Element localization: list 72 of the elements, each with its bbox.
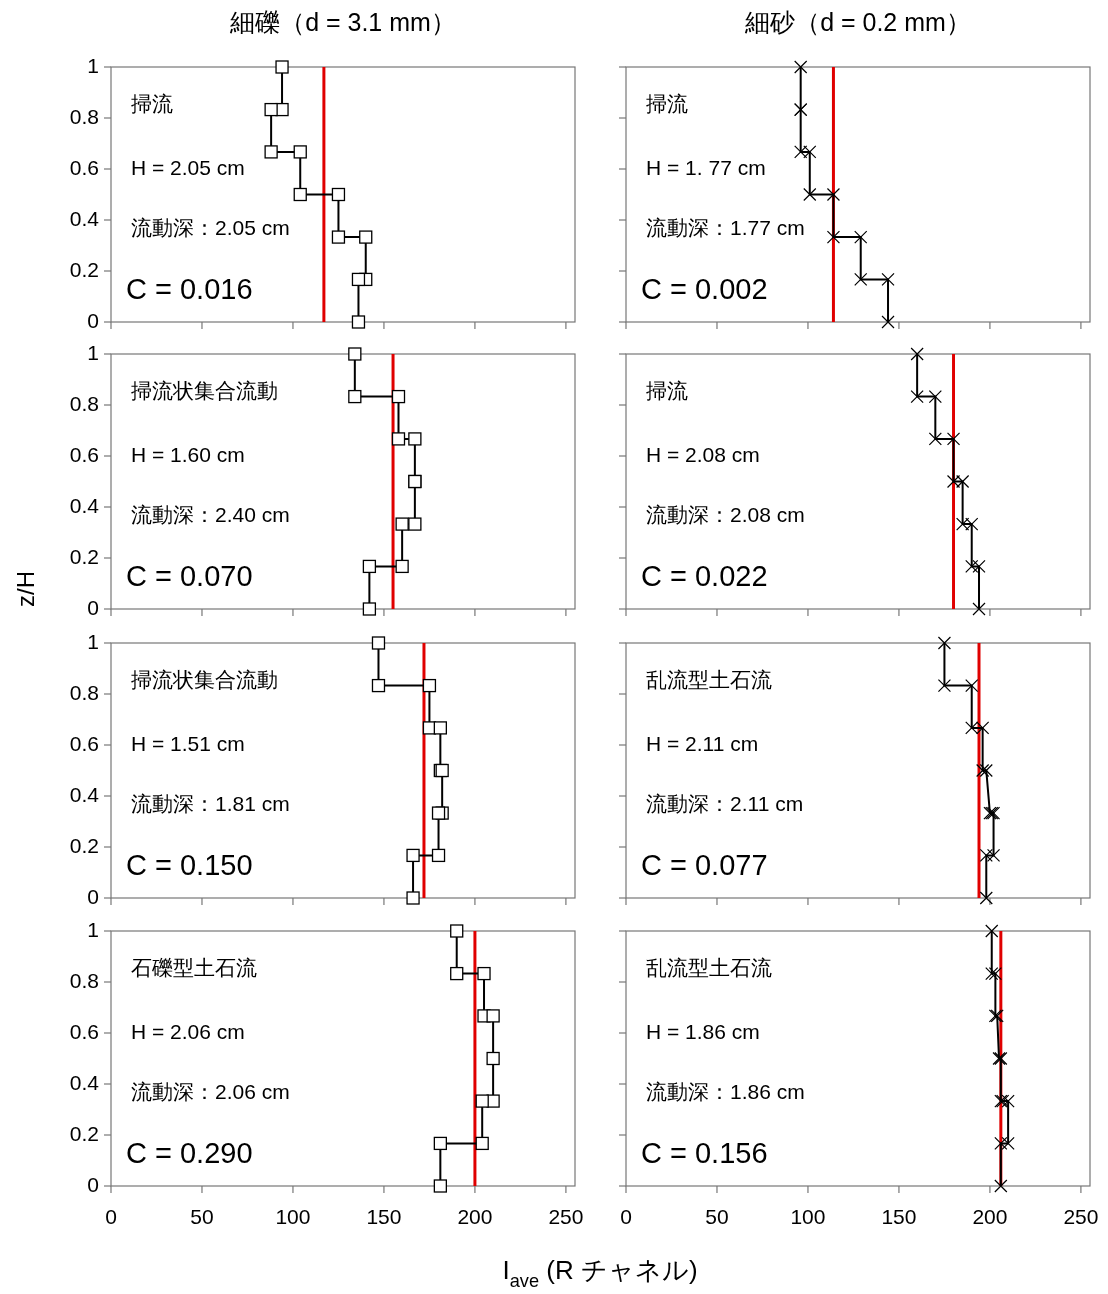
annotation: 乱流型土石流: [646, 667, 772, 691]
annotation: H = 2.06 cm: [131, 1019, 245, 1043]
annotation: 流動深：2.40 cm: [131, 502, 290, 526]
annotation: 掃流: [646, 91, 688, 115]
y-tick-label: 0.6: [69, 442, 99, 466]
y-tick-label: 1: [87, 340, 99, 364]
annotation: H = 1.51 cm: [131, 731, 245, 755]
y-tick-label: 0.4: [69, 782, 100, 806]
y-tick-label: 0.4: [69, 1070, 100, 1094]
x-tick-label: 100: [275, 1204, 311, 1228]
y-tick-label: 0.2: [69, 544, 99, 568]
y-tick-label: 0.4: [69, 206, 100, 230]
annotation: H = 1.60 cm: [131, 442, 245, 466]
y-tick-label: 0.6: [69, 731, 99, 755]
y-tick-label: 0.8: [69, 680, 99, 704]
x-axis-title: I$_{ave}$ (R チャネル): [502, 1254, 698, 1291]
annotation: 流動深：1.77 cm: [646, 215, 805, 239]
y-tick-label: 0.6: [69, 155, 99, 179]
annotation: 流動深：1.81 cm: [131, 791, 290, 815]
annotation: C = 0.077: [641, 849, 768, 882]
annotation: 流動深：2.06 cm: [131, 1079, 290, 1103]
annotation: 流動深：2.05 cm: [131, 215, 290, 239]
annotation: C = 0.150: [126, 849, 253, 882]
y-tick-label: 0.4: [69, 493, 100, 517]
annotation: H = 1.86 cm: [646, 1019, 760, 1043]
x-tick-label: 200: [457, 1204, 493, 1228]
chart-title: 細礫（d = 3.1 mm）: [229, 7, 456, 36]
y-tick-label: 0.6: [69, 1019, 99, 1043]
y-axis-title: z/H: [12, 571, 40, 607]
annotation: C = 0.070: [126, 560, 253, 593]
annotation: C = 0.016: [126, 273, 253, 306]
y-tick-label: 0: [87, 884, 99, 908]
x-tick-label: 100: [790, 1204, 826, 1228]
x-tick-label: 250: [1063, 1204, 1099, 1228]
y-tick-label: 0: [87, 308, 99, 332]
annotation: 流動深：2.11 cm: [646, 791, 804, 815]
x-tick-label: 0: [620, 1204, 632, 1228]
annotation: C = 0.156: [641, 1137, 768, 1170]
annotation: 掃流: [646, 378, 688, 402]
y-tick-label: 0.2: [69, 1121, 99, 1145]
x-tick-label: 150: [881, 1204, 917, 1228]
y-tick-label: 0: [87, 595, 99, 619]
annotation: C = 0.002: [641, 273, 768, 306]
x-tick-label: 150: [366, 1204, 402, 1228]
x-tick-label: 200: [972, 1204, 1008, 1228]
annotation: H = 1. 77 cm: [646, 155, 766, 179]
y-tick-label: 0.2: [69, 257, 99, 281]
y-tick-label: 1: [87, 629, 99, 653]
annotation: 掃流状集合流動: [131, 667, 278, 691]
y-tick-label: 0.8: [69, 104, 99, 128]
x-tick-label: 250: [548, 1204, 584, 1228]
x-tick-label: 50: [190, 1204, 214, 1228]
annotation: H = 2.08 cm: [646, 442, 760, 466]
x-tick-label: 50: [705, 1204, 729, 1228]
y-tick-label: 0.8: [69, 968, 99, 992]
y-tick-label: 1: [87, 917, 99, 941]
annotation: 乱流型土石流: [646, 955, 772, 979]
annotation: 掃流状集合流動: [131, 378, 278, 402]
annotation: H = 2.11 cm: [646, 731, 759, 755]
y-tick-label: 0.2: [69, 833, 99, 857]
y-tick-label: 1: [87, 53, 99, 77]
annotation: 流動深：2.08 cm: [646, 502, 805, 526]
annotation: 石礫型土石流: [131, 955, 257, 979]
chart-title: 細砂（d = 0.2 mm）: [744, 7, 971, 36]
annotation: H = 2.05 cm: [131, 155, 245, 179]
annotation: C = 0.022: [641, 560, 768, 593]
annotation: 流動深：1.86 cm: [646, 1079, 805, 1103]
annotation: C = 0.290: [126, 1137, 253, 1170]
y-tick-label: 0: [87, 1172, 99, 1196]
annotation: 掃流: [131, 91, 173, 115]
y-tick-label: 0.8: [69, 391, 99, 415]
x-tick-label: 0: [105, 1204, 117, 1228]
